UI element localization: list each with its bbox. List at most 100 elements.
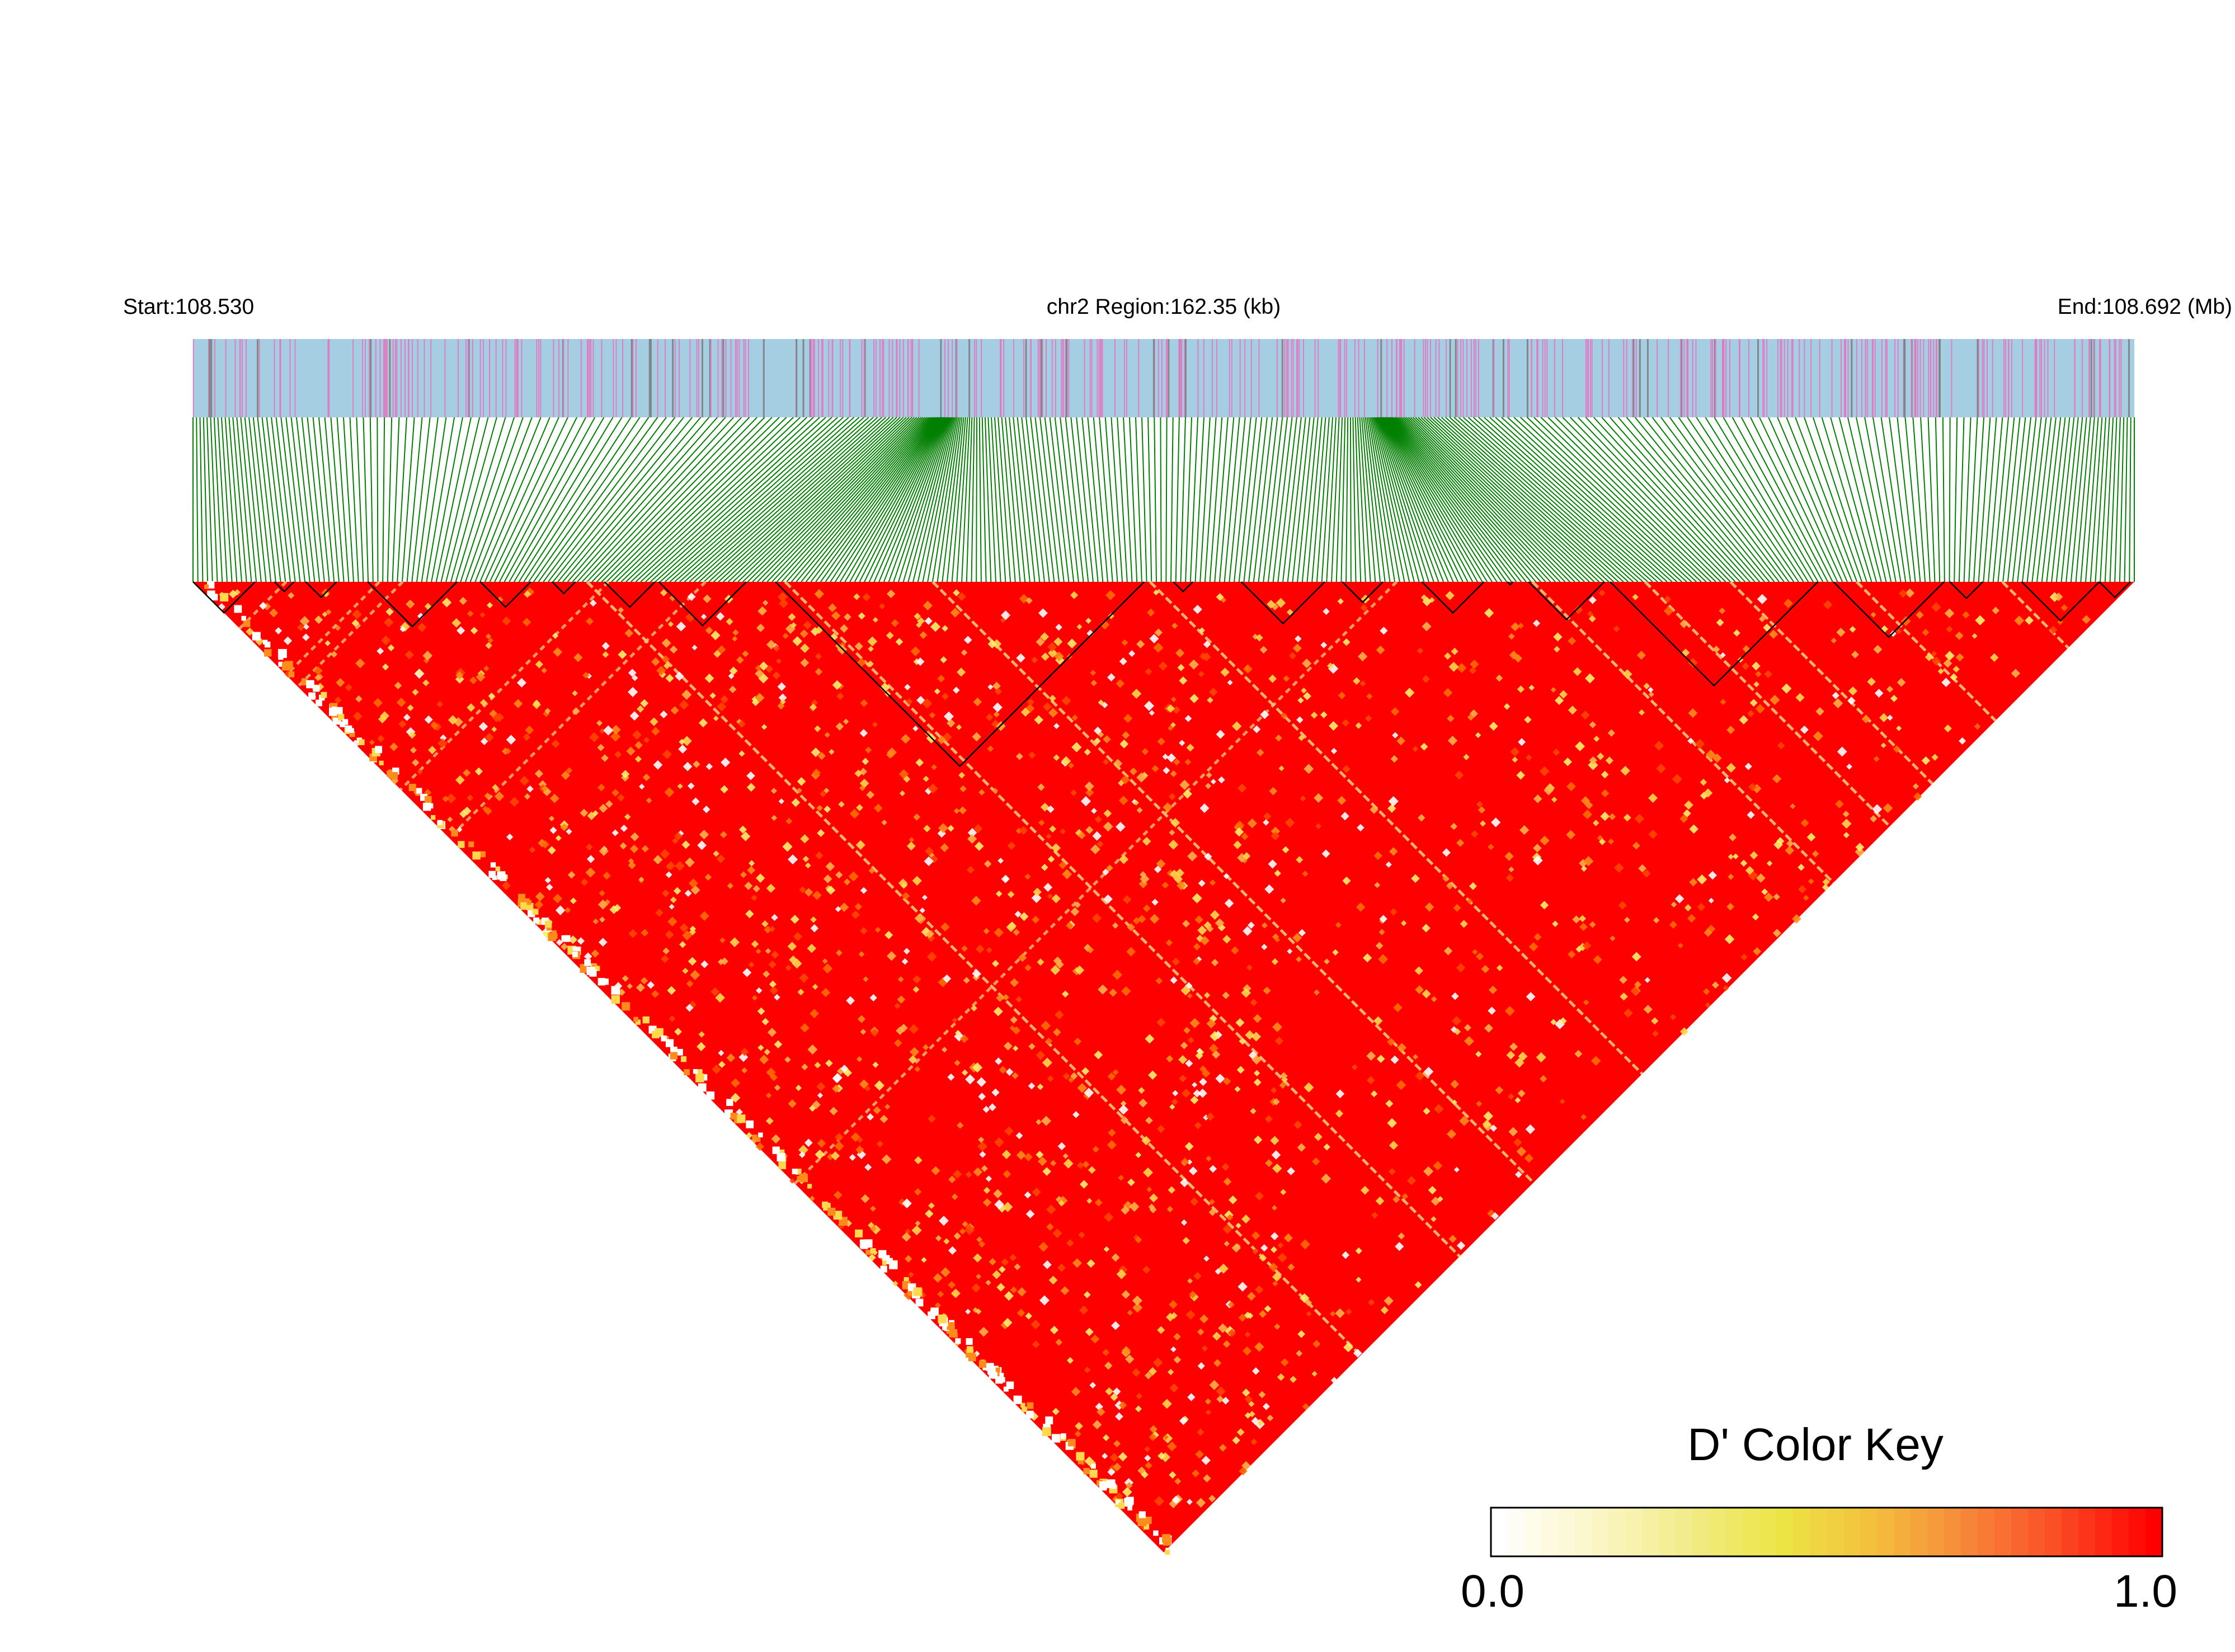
ld-cell [1169, 869, 1179, 879]
ld-cell [872, 1061, 879, 1068]
snp-connector [978, 417, 982, 582]
snp-connector [1547, 417, 1716, 582]
ld-cell [566, 828, 572, 835]
ld-cell [1600, 811, 1610, 821]
snp-connector [1577, 417, 1736, 582]
ld-cell [755, 873, 765, 883]
ld-cell [1708, 897, 1714, 903]
edge-cell [1153, 1530, 1159, 1536]
ld-cell [610, 731, 621, 742]
snp-connector [1054, 417, 1075, 582]
edge-cell [526, 900, 532, 905]
ld-cell [948, 1175, 956, 1184]
edge-cell [1083, 1468, 1090, 1475]
ld-cell [766, 883, 776, 893]
ld-cell [669, 645, 678, 654]
ld-cell [859, 785, 865, 792]
snp-connector [572, 417, 718, 582]
ld-cell [1129, 767, 1137, 775]
ld-cell [417, 613, 425, 620]
ld-cell [663, 662, 671, 670]
ld-cell [1593, 955, 1602, 964]
snp-connector [1384, 417, 1474, 582]
ld-cell [1052, 1228, 1062, 1239]
snp-connector [213, 417, 223, 582]
snp-connector [873, 417, 947, 582]
ld-cell [815, 653, 822, 660]
snp-connector [240, 417, 257, 582]
ld-cell [1154, 1496, 1165, 1507]
snp-connector [217, 417, 228, 582]
snp-connector [1705, 417, 1809, 582]
ld-cell [765, 1092, 772, 1099]
ld-cell [755, 669, 764, 679]
ld-cell [1831, 637, 1837, 644]
snp-connector [757, 417, 920, 582]
snp-connector [703, 417, 887, 582]
ld-cell [1822, 883, 1829, 891]
ld-cell [621, 770, 630, 779]
snp-connector [1759, 417, 1838, 582]
ld-cell [1433, 1104, 1444, 1114]
snp-connector [1340, 417, 1346, 582]
snp-connector [937, 417, 961, 582]
snp-connector [2007, 417, 2026, 582]
snp-connector [349, 417, 359, 582]
ld-cell [1197, 1428, 1204, 1436]
ld-cell [1208, 1043, 1218, 1053]
ld-cell [1236, 1428, 1245, 1437]
ld-cell [1720, 652, 1726, 658]
snp-connector [888, 417, 949, 582]
snp-connector [1380, 417, 1449, 582]
ld-cell [1712, 646, 1720, 653]
ld-cell [1597, 752, 1605, 760]
ld-cell [1566, 782, 1577, 792]
snp-connector [312, 417, 330, 582]
ld-cell [1614, 863, 1624, 873]
snp-connector [266, 417, 286, 582]
ld-cell [1105, 1387, 1113, 1396]
ld-cell [1053, 723, 1060, 729]
ld-cell [1733, 853, 1739, 860]
ld-cell [868, 1253, 876, 1262]
snp-connector [1209, 417, 1223, 582]
ld-cell [1043, 883, 1053, 892]
ld-cell [1103, 821, 1113, 832]
low-ld-diagonal [931, 581, 1535, 1184]
ld-cell [916, 657, 925, 666]
low-ld-diagonal [1149, 581, 1644, 1075]
ld-cell [1644, 977, 1650, 983]
ld-cell [755, 693, 764, 703]
edge-cell [665, 1039, 674, 1047]
ld-cell [1180, 1157, 1189, 1166]
ld-cell [1144, 1446, 1150, 1452]
ld-cell [585, 617, 594, 625]
edge-cell [968, 1353, 976, 1362]
ld-cell [1755, 704, 1765, 714]
ld-cell [1559, 1017, 1567, 1025]
edge-cell [622, 1002, 630, 1011]
ld-cell [1251, 1231, 1260, 1240]
ld-cell [1149, 1425, 1158, 1433]
edge-cell [390, 771, 398, 780]
snp-connector [220, 417, 233, 582]
ld-cell [1089, 1382, 1097, 1389]
ld-cell [1393, 1003, 1403, 1013]
ld-cell [516, 677, 526, 688]
snp-connector [484, 417, 559, 582]
ld-cell [1025, 1312, 1033, 1320]
edge-cell [746, 1120, 754, 1128]
ld-cell [1183, 789, 1192, 799]
snp-connector [1988, 417, 2003, 582]
ld-cell [742, 650, 749, 657]
snp-connector [514, 417, 614, 582]
ld-cell [1208, 1208, 1217, 1216]
snp-connector [504, 417, 596, 582]
ld-cell [1203, 1474, 1211, 1482]
snp-connector [1009, 417, 1026, 582]
ld-cell [1158, 661, 1168, 671]
snp-connector [1472, 417, 1658, 582]
edge-cell [207, 590, 215, 599]
ld-cell [986, 713, 994, 721]
ld-cell [1672, 774, 1682, 784]
